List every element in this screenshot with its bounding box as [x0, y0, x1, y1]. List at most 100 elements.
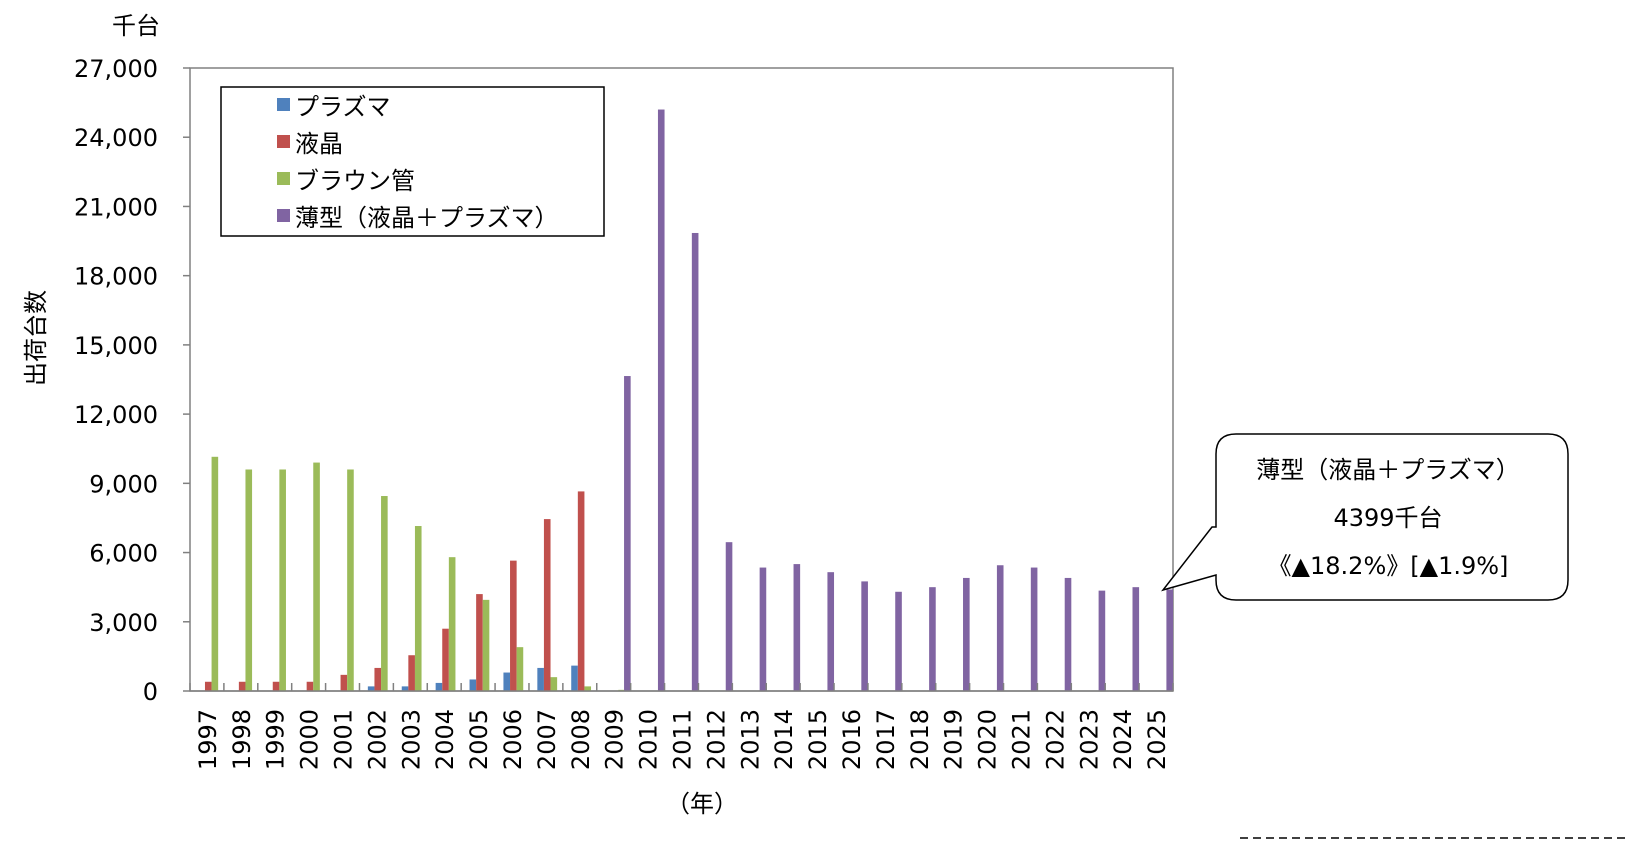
bar-1-2007	[537, 667, 544, 691]
bar-4-2018	[929, 587, 936, 691]
bar-1-2005	[469, 679, 477, 691]
x-tick-label: 2010	[635, 709, 663, 770]
bar-1-2004	[435, 682, 443, 691]
bar-3-2006	[516, 647, 524, 691]
bar-2-2000	[306, 681, 314, 691]
x-tick-label: 2014	[770, 709, 798, 770]
bar-4-2016	[861, 581, 868, 691]
x-tick-label: 2018	[906, 709, 934, 770]
bar-3-2004	[448, 557, 456, 691]
callout: 薄型（液晶＋プラズマ） 4399千台 《▲18.2%》[▲1.9%]	[1161, 433, 1569, 601]
bar-3-2000	[313, 462, 320, 691]
x-tick-label: 2017	[872, 709, 900, 770]
bar-2-1998	[238, 681, 246, 691]
y-tick-label: 27,000	[74, 55, 158, 83]
bar-2-1999	[272, 681, 280, 691]
x-tick-label: 2012	[702, 709, 730, 770]
bar-4-2023	[1098, 590, 1106, 691]
bar-4-2013	[759, 567, 767, 691]
y-axis-title: 出荷台数	[22, 290, 50, 386]
bar-2-1997	[204, 681, 212, 691]
bar-1-2003	[401, 686, 409, 691]
bar-2-2007	[543, 519, 551, 691]
y-tick-label: 15,000	[74, 332, 158, 360]
x-tick-label: 1999	[262, 709, 290, 770]
bar-4-2009	[624, 376, 631, 691]
y-unit-label: 千台	[112, 12, 160, 40]
x-tick-label: 2021	[1007, 709, 1035, 770]
callout-line-1: 薄型（液晶＋プラズマ）	[1256, 456, 1520, 484]
x-tick-label: 2023	[1075, 709, 1103, 770]
bar-1-2006	[503, 672, 511, 691]
bar-2-2006	[510, 560, 517, 691]
x-tick-label: 2011	[669, 709, 697, 770]
bar-2-2005	[476, 594, 483, 691]
bar-4-2012	[725, 542, 733, 691]
x-tick-label: 2001	[330, 709, 358, 770]
bar-3-2008	[584, 686, 592, 691]
callout-line-2: 4399千台	[1333, 504, 1442, 532]
x-tick-label: 1997	[194, 709, 222, 770]
x-tick-label: 2008	[567, 709, 595, 770]
bar-3-1999	[279, 469, 286, 691]
y-tick-label: 12,000	[74, 401, 158, 429]
x-tick-label: 2024	[1109, 709, 1137, 770]
x-tick-label: 2006	[499, 709, 527, 770]
legend-swatch	[277, 98, 290, 111]
y-tick-label: 6,000	[89, 540, 158, 568]
bar-4-2019	[963, 577, 970, 691]
bar-3-2001	[347, 469, 354, 691]
bar-4-2011	[691, 232, 699, 692]
legend-label: プラズマ	[295, 93, 391, 121]
bar-1-2002	[367, 686, 375, 691]
y-tick-label: 24,000	[74, 124, 158, 152]
bar-3-2003	[414, 526, 422, 691]
bar-3-1998	[245, 469, 253, 691]
x-tick-label: 2022	[1041, 709, 1069, 770]
x-tick-label: 2000	[296, 709, 324, 770]
callout-line-3: 《▲18.2%》[▲1.9%]	[1268, 552, 1509, 580]
x-tick-label: 2003	[397, 709, 425, 770]
bar-4-2017	[895, 591, 902, 691]
bar-4-2022	[1064, 577, 1072, 691]
bar-4-2021	[1030, 567, 1038, 691]
legend-label: ブラウン管	[295, 167, 415, 195]
y-tick-labels: 0 3,000 6,000 9,000 12,000 15,000 18,000 21,000…	[74, 55, 190, 706]
bar-4-2010	[657, 109, 665, 692]
y-tick-label: 18,000	[74, 263, 158, 291]
bar-2-2001	[340, 674, 348, 691]
bar-4-2024	[1132, 587, 1140, 691]
x-tick-label: 2007	[533, 709, 561, 770]
y-tick-label: 3,000	[89, 609, 158, 637]
legend-swatch	[277, 209, 290, 222]
legend-swatch	[277, 172, 290, 185]
bar-4-2025	[1166, 589, 1173, 691]
bars	[204, 109, 1173, 692]
x-tick-labels: 1997 1998 1999 2000 2001 2002 2003 2004 2005 2006…	[194, 709, 1171, 770]
bar-4-2020	[996, 565, 1004, 691]
x-tick-label: 2013	[736, 709, 764, 770]
x-tick-label: 2004	[431, 709, 459, 770]
bar-3-2005	[482, 599, 490, 691]
bar-1-2008	[571, 665, 578, 691]
bar-4-2014	[793, 564, 801, 691]
x-tick-label: 2009	[601, 709, 629, 770]
y-tick-label: 21,000	[74, 193, 158, 221]
x-tick-label: 1998	[228, 709, 256, 770]
bar-3-2002	[381, 496, 388, 691]
x-tick-label: 2019	[940, 709, 968, 770]
bar-4-2015	[827, 572, 835, 691]
x-tick-label: 2020	[974, 709, 1002, 770]
y-tick-label: 0	[143, 678, 158, 706]
x-tick-label: 2002	[363, 709, 391, 770]
y-tick-label: 9,000	[89, 470, 158, 498]
legend-label: 液晶	[295, 130, 343, 158]
bar-3-2007	[550, 677, 558, 691]
callout-bubble	[1161, 433, 1569, 601]
bar-2-2008	[577, 491, 585, 691]
bar-2-2002	[374, 667, 382, 691]
x-tick-label: 2005	[465, 709, 493, 770]
bar-2-2003	[408, 655, 415, 691]
